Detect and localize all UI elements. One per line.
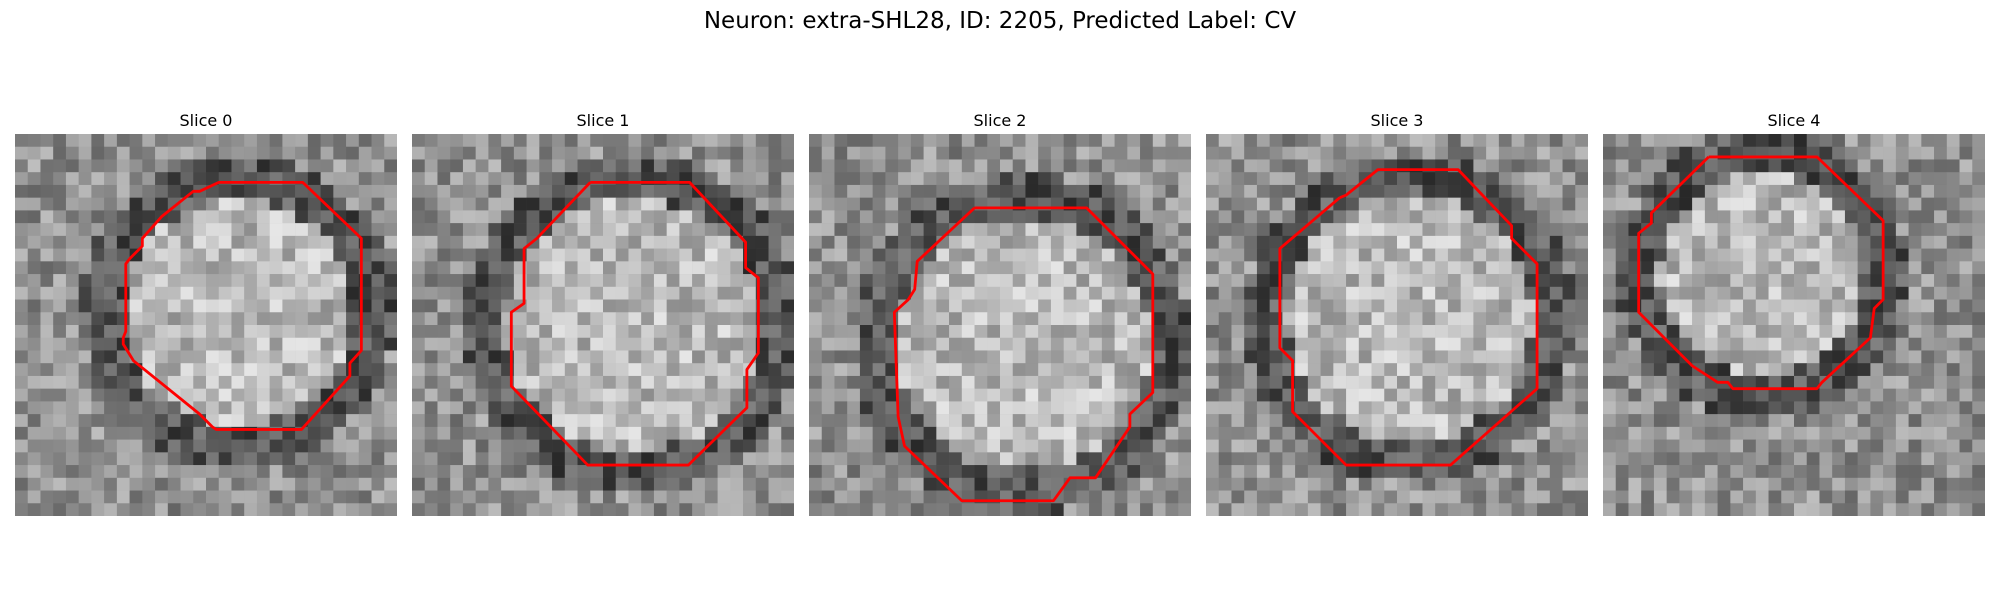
segmentation-contour (1278, 168, 1539, 467)
figure-title: Neuron: extra-SHL28, ID: 2205, Predicted… (703, 8, 1297, 34)
slice-image (1206, 134, 1588, 516)
slice-image (412, 134, 794, 516)
slice-image (15, 134, 397, 516)
slice-title: Slice 0 (179, 111, 233, 130)
slice-panel-1: Slice 1 (412, 108, 794, 516)
slice-image (809, 134, 1191, 516)
segmentation-contour (121, 180, 363, 431)
slice-panel-0: Slice 0 (15, 108, 397, 516)
slice-title: Slice 4 (1767, 111, 1821, 130)
slice-panel-3: Slice 3 (1206, 108, 1588, 516)
slice-panel-4: Slice 4 (1603, 108, 1985, 516)
slice-title: Slice 2 (973, 111, 1027, 130)
slice-title: Slice 3 (1370, 111, 1424, 130)
slice-image (1603, 134, 1985, 516)
segmentation-contour (1637, 155, 1885, 391)
slice-title: Slice 1 (576, 111, 630, 130)
segmentation-contour (892, 206, 1155, 503)
slice-panel-2: Slice 2 (809, 108, 1191, 516)
segmentation-contour (509, 180, 760, 467)
